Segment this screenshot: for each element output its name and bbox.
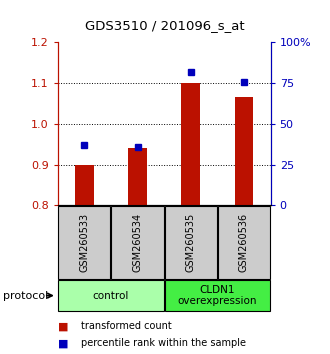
Text: transformed count: transformed count: [81, 321, 172, 331]
Bar: [165, 206, 217, 279]
Text: ■: ■: [58, 321, 68, 331]
Text: CLDN1
overexpression: CLDN1 overexpression: [178, 285, 257, 307]
Bar: [58, 206, 111, 279]
Text: protocol: protocol: [3, 291, 49, 301]
Text: GSM260535: GSM260535: [186, 213, 196, 272]
Bar: [112, 206, 164, 279]
Text: control: control: [93, 291, 129, 301]
Bar: [235, 97, 253, 205]
Bar: [218, 206, 270, 279]
Bar: [182, 83, 200, 205]
Bar: [128, 148, 147, 205]
Bar: [75, 165, 94, 205]
Text: GSM260533: GSM260533: [79, 213, 89, 272]
Bar: [165, 280, 270, 311]
Text: GDS3510 / 201096_s_at: GDS3510 / 201096_s_at: [85, 19, 245, 33]
Text: GSM260534: GSM260534: [133, 213, 143, 272]
Bar: [58, 280, 164, 311]
Text: percentile rank within the sample: percentile rank within the sample: [81, 338, 246, 348]
Text: GSM260536: GSM260536: [239, 213, 249, 272]
Text: ■: ■: [58, 338, 68, 348]
